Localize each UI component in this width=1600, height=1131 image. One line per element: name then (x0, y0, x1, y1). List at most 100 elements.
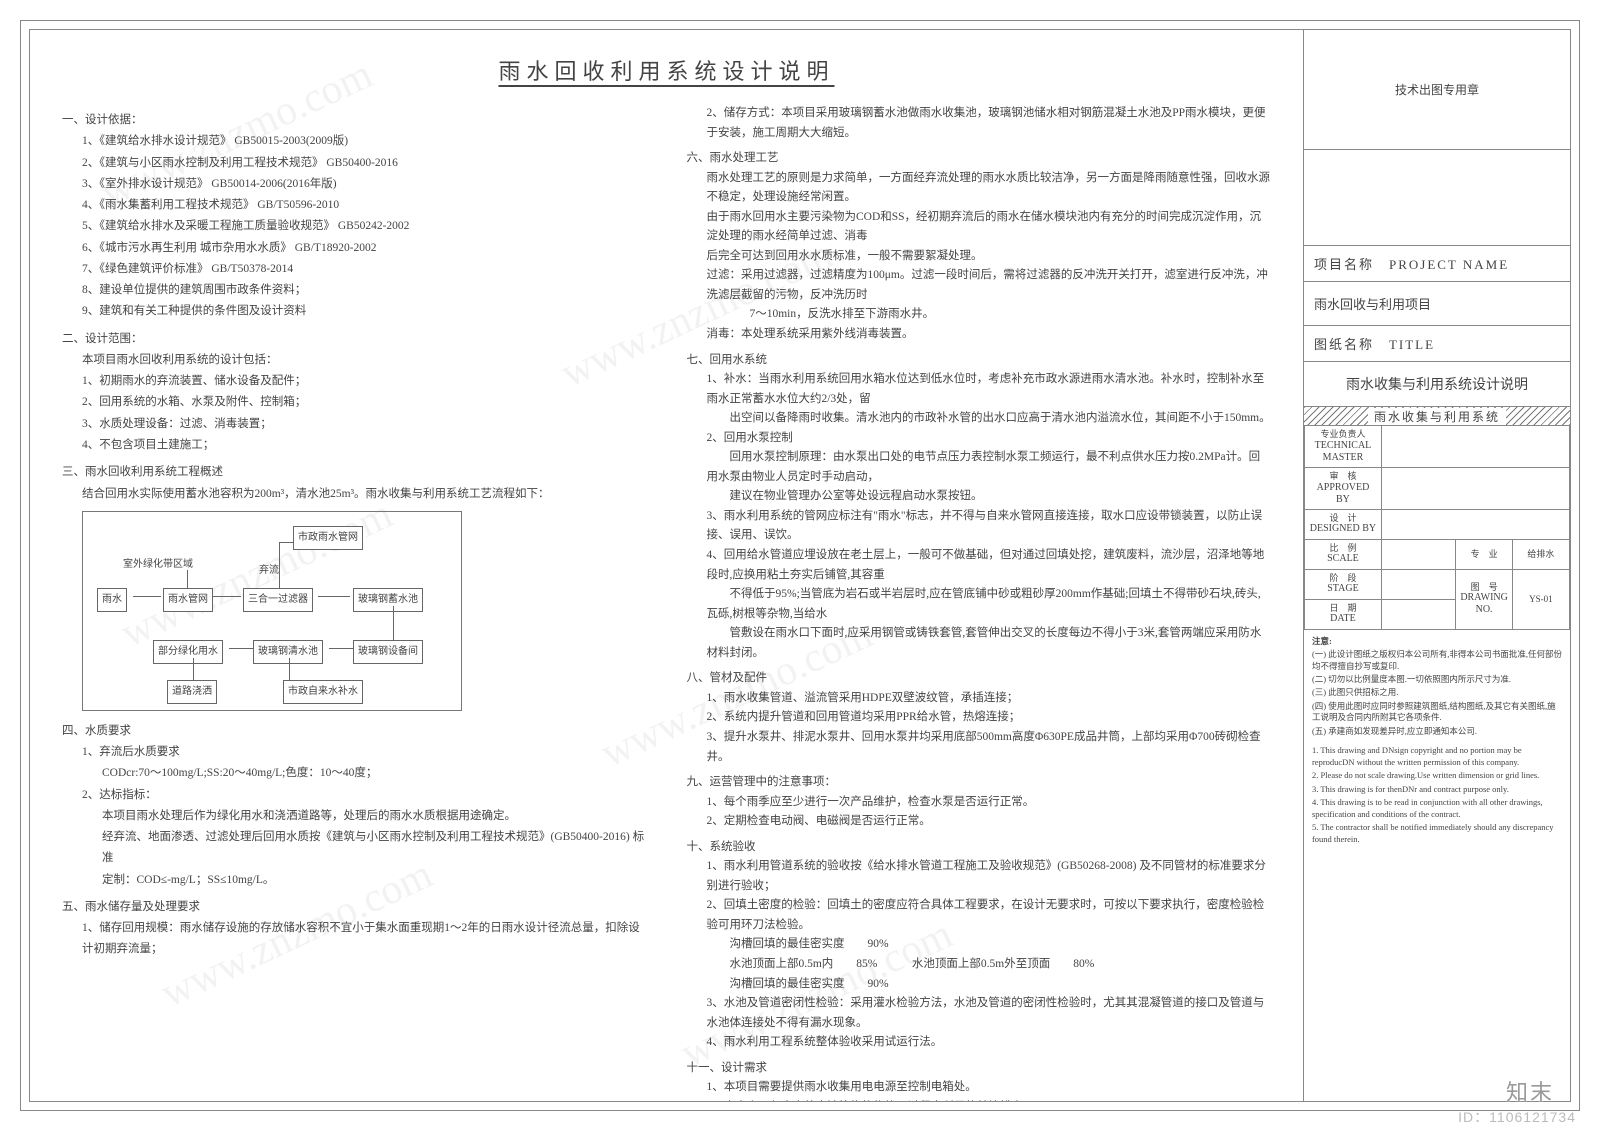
s10-item: 3、水池及管道密闭性检验：采用灌水检验方法，水池及管道的密闭性检验时，尤其其混凝… (686, 994, 1270, 1033)
s4-1-h: 1、弃流后水质要求 (62, 742, 646, 763)
row-dwg-val: YS-01 (1512, 569, 1569, 629)
s4-1-p: CODcr:70～100mg/L;SS:20～40mg/L;色度：10～40度； (62, 763, 646, 784)
signoff-table: 专业负责人TECHNICAL MASTER 审 核APPROVED BY 设 计… (1304, 425, 1570, 630)
s1-item: 1、《建筑给水排水设计规范》 GB50015-2003(2009版) (62, 131, 646, 152)
image-id: ID：1106121734 (1458, 1107, 1576, 1127)
s9-item: 1、每个雨季应至少进行一次产品维护，检查水泵是否运行正常。 (686, 793, 1270, 813)
section-9-heading: 九、运营管理中的注意事项： (686, 773, 1270, 793)
project-name-label-text: 项目名称 PROJECT NAME (1314, 257, 1509, 272)
note-cn: (四) 使用此图时应同时参照建筑图纸,结构图纸,及其它有关图纸,施工说明及合同内… (1312, 701, 1562, 724)
row-des-en: DESIGNED BY (1309, 523, 1377, 535)
s1-item: 3、《室外排水设计规范》 GB50014-2006(2016年版) (62, 174, 646, 195)
row-dwg-en: DRAWING NO. (1460, 592, 1508, 616)
drawing-area: www.znzmo.com www.znzmo.com www.znzmo.co… (30, 30, 1304, 1101)
row-spec-cn: 专 业 (1456, 539, 1513, 569)
note-cn: (五) 承建商如发现差异时,应立即通知本公司. (1312, 726, 1562, 737)
note-cn: (二) 切勿以比例量度本图.一切依照图内所示尺寸为准. (1312, 674, 1562, 685)
s1-item: 7、《绿色建筑评价标准》 GB/T50378-2014 (62, 259, 646, 280)
s3-text: 结合回用水实际使用蓄水池容积为200m³，清水池25m³。雨水收集与利用系统工艺… (62, 484, 646, 505)
project-name-label: 项目名称 PROJECT NAME (1304, 246, 1570, 282)
s10-item: 4、雨水利用工程系统整体验收采用试运行法。 (686, 1033, 1270, 1053)
section-4-heading: 四、水质要求 (62, 721, 646, 742)
s1-item: 2、《建筑与小区雨水控制及利用工程技术规范》 GB50400-2016 (62, 153, 646, 174)
s6-p: 后完全可达到回用水水质标准，一般不需要絮凝处理。 (686, 247, 1270, 267)
notes-block: 注意: (一) 此设计图纸之版权归本公司所有,非得本公司书面批准,任何部份均不得… (1304, 630, 1570, 1101)
s8-item: 1、雨水收集管道、溢流管采用HDPE双壁波纹管，承插连接； (686, 689, 1270, 709)
flow-node-frp-tank: 玻璃钢蓄水池 (353, 588, 423, 613)
s6-p: 由于雨水回用水主要污染物为COD和SS，经初期弃流后的雨水在储水模块池内有充分的… (686, 208, 1270, 247)
s4-2-h: 2、达标指标： (62, 785, 646, 806)
s6-p: 过滤：采用过滤器，过滤精度为100μm。过滤一段时间后，需将过滤器的反冲洗开关打… (686, 266, 1270, 305)
s2-item: 1、初期雨水的弃流装置、储水设备及配件； (62, 371, 646, 392)
drawing-title-label-text: 图纸名称 TITLE (1314, 337, 1435, 352)
row-scale-cn: 比 例 (1309, 543, 1377, 554)
flow-node-rain: 雨水 (97, 588, 127, 613)
seal-area: 技术出图专用章 (1304, 30, 1570, 150)
s5-item: 1、储存回用规模：雨水储存设施的存放储水容积不宜小于集水面重现期1～2年的日雨水… (62, 918, 646, 961)
row-tech-en: TECHNICAL MASTER (1309, 440, 1377, 464)
s9-item: 2、定期检查电动阀、电磁阀是否运行正常。 (686, 812, 1270, 832)
flow-node-frp-dev: 玻璃钢设备间 (353, 640, 423, 665)
note-cn: (三) 此图只供招标之用. (1312, 687, 1562, 698)
logo-area (1304, 150, 1570, 246)
s7-item: 2、回用水泵控制 (686, 429, 1270, 449)
note-cn: (一) 此设计图纸之版权归本公司所有,非得本公司书面批准,任何部份均不得擅自抄写… (1312, 649, 1562, 672)
row-date-cn: 日 期 (1309, 603, 1377, 614)
row-dwg-cn: 图 号 (1460, 582, 1508, 593)
flow-node-pipe: 雨水管网 (163, 588, 213, 613)
s2-item: 3、水质处理设备：过滤、消毒装置； (62, 414, 646, 435)
s7-item: 1、补水：当雨水利用系统回用水箱水位达到低水位时，考虑补充市政水源进雨水清水池。… (686, 370, 1270, 409)
s1-item: 8、建设单位提供的建筑周围市政条件资料； (62, 280, 646, 301)
page-title: 雨水回收利用系统设计说明 (62, 54, 1271, 86)
flow-node-roof: 室外绿化带区域 (123, 556, 193, 575)
section-6-heading: 六、雨水处理工艺 (686, 149, 1270, 169)
s6-p: 雨水处理工艺的原则是力求简单，一方面经弃流处理的雨水水质比较洁净，另一方面是降雨… (686, 169, 1270, 208)
s10-item: 1、雨水利用管道系统的验收按《给水排水管道工程施工及验收规范》(GB50268-… (686, 857, 1270, 896)
column-left: 一、设计依据： 1、《建筑给水排水设计规范》 GB50015-2003(2009… (62, 104, 646, 1101)
section-7-heading: 七、回用水系统 (686, 351, 1270, 371)
s7-item: 建议在物业管理办公室等处设远程启动水泵按钮。 (686, 487, 1270, 507)
s7-item: 出空间以备降雨时收集。清水池内的市政补水管的出水口应高于清水池内溢流水位，其间距… (686, 409, 1270, 429)
s4-2-p: 本项目雨水处理后作为绿化用水和浇洒道路等，处理后的雨水水质根据用途确定。 (62, 806, 646, 827)
section-3-heading: 三、雨水回收利用系统工程概述 (62, 462, 646, 483)
notes-heading: 注意: (1312, 636, 1562, 647)
row-date-en: DATE (1309, 613, 1377, 625)
section-2-heading: 二、设计范围： (62, 329, 646, 350)
row-appr-cn: 审 核 (1309, 471, 1377, 482)
s7-item: 不得低于95%;当管底为岩石或半岩层时,应在管底铺中砂或粗砂厚200mm作基础;… (686, 585, 1270, 624)
flow-node-part-green: 部分绿化用水 (153, 640, 223, 665)
s4-2-p: 定制：COD≤-mg/L；SS≤10mg/L。 (62, 870, 646, 891)
row-stage-cn: 阶 段 (1309, 573, 1377, 584)
flow-node-frp-clean: 玻璃钢清水池 (253, 640, 323, 665)
row-scale-en: SCALE (1309, 553, 1377, 565)
section-8-heading: 八、管材及配件 (686, 669, 1270, 689)
seal-text: 技术出图专用章 (1395, 81, 1479, 98)
note-en: 1. This drawing and DNsign copyright and… (1312, 745, 1562, 768)
s2-intro: 本项目雨水回收利用系统的设计包括： (62, 350, 646, 371)
row-tech-cn: 专业负责人 (1309, 429, 1377, 440)
s11-item: 1、本项目需要提供雨水收集用电电源至控制电箱处。 (686, 1078, 1270, 1098)
s8-item: 3、提升水泵井、排泥水泵井、回用水泵井均采用底部500mm高度Φ630PE成品井… (686, 728, 1270, 767)
s1-item: 5、《建筑给水排水及采暖工程施工质量验收规范》 GB50242-2002 (62, 216, 646, 237)
row-stage-en: STAGE (1309, 583, 1377, 595)
note-en: 4. This drawing is to be read in conjunc… (1312, 797, 1562, 820)
section-11-heading: 十一、设计需求 (686, 1059, 1270, 1079)
title-block: 技术出图专用章 项目名称 PROJECT NAME 雨水回收与利用项目 图纸名称… (1304, 30, 1570, 1101)
system-banner: 雨水收集与利用系统 (1304, 407, 1570, 425)
s10-item: 水池顶面上部0.5m内 85% 水池顶面上部0.5m外至顶面 80% (686, 955, 1270, 975)
s10-item: 沟槽回填的最佳密实度 90% (686, 975, 1270, 995)
drawing-title-label: 图纸名称 TITLE (1304, 326, 1570, 362)
s6-p: 消毒：本处理系统采用紫外线消毒装置。 (686, 325, 1270, 345)
flow-node-filter: 三合一过滤器 (243, 588, 313, 613)
flow-node-city-pipe: 市政雨水管网 (293, 526, 363, 551)
flow-node-split: 弃流 (259, 562, 279, 581)
s10-item: 沟槽回填的最佳密实度 90% (686, 935, 1270, 955)
s11-item: 2、本方案不包含室外水池等构筑物施工过程中所需的基坑排水。 (686, 1098, 1270, 1101)
corner-logo: 知末 (1506, 1075, 1554, 1107)
section-1-heading: 一、设计依据： (62, 110, 646, 131)
drawing-title-value: 雨水收集与利用系统设计说明 (1304, 362, 1570, 407)
flow-node-city-sup: 市政自来水补水 (283, 680, 363, 705)
system-banner-text: 雨水收集与利用系统 (1368, 408, 1506, 425)
s7-item: 3、雨水利用系统的管网应标注有"雨水"标志，并不得与自来水管网直接连接，取水口应… (686, 507, 1270, 546)
s8-item: 2、系统内提升管道和回用管道均采用PPR给水管，热熔连接； (686, 708, 1270, 728)
